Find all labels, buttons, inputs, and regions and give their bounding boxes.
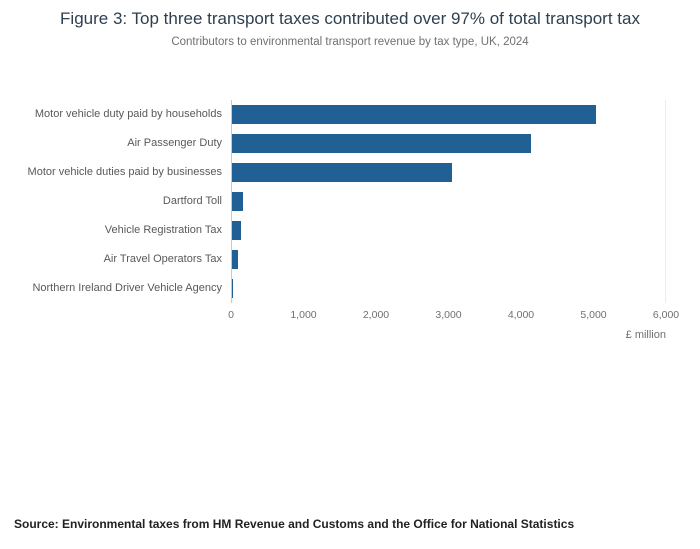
bar [232, 221, 242, 240]
x-axis-title-row: £ million [0, 329, 700, 341]
bar-row: Air Passenger Duty [0, 129, 700, 158]
x-tick-label: 4,000 [507, 309, 535, 321]
x-axis-spacer [0, 307, 231, 323]
bar-track [231, 187, 666, 216]
category-label: Dartford Toll [162, 195, 222, 207]
x-tick-label: 3,000 [435, 309, 462, 321]
x-axis-title-spacer [0, 329, 231, 341]
bar-row: Motor vehicle duty paid by households [0, 100, 700, 129]
x-axis-title: £ million [625, 329, 666, 341]
chart-title: Figure 3: Top three transport taxes cont… [60, 9, 640, 28]
bar-row: Dartford Toll [0, 187, 700, 216]
category-label: Vehicle Registration Tax [104, 224, 222, 236]
bar-track [231, 100, 666, 129]
chart-subtitle: Contributors to environmental transport … [171, 36, 529, 48]
chart-body: Motor vehicle duty paid by households Air… [0, 100, 700, 341]
bar-track [231, 274, 666, 303]
category-label: Air Travel Operators Tax [103, 253, 222, 265]
bar-track [231, 129, 666, 158]
bar-row: Motor vehicle duties paid by businesses [0, 158, 700, 187]
bar [232, 105, 597, 124]
bar-track [231, 216, 666, 245]
plot-rows: Motor vehicle duty paid by households Air… [0, 100, 700, 303]
x-tick-label: 0 [228, 309, 234, 321]
x-tick-label: 1,000 [290, 309, 317, 321]
category-label: Northern Ireland Driver Vehicle Agency [32, 282, 222, 294]
category-label: Air Passenger Duty [127, 137, 222, 149]
bar [232, 250, 238, 269]
bar-row: Northern Ireland Driver Vehicle Agency [0, 274, 700, 303]
bar-row: Vehicle Registration Tax [0, 216, 700, 245]
bar [232, 279, 234, 298]
bar [232, 192, 243, 211]
x-axis: 0 1,000 2,000 3,000 4,000 5,000 6,000 [0, 307, 700, 323]
bar [232, 134, 532, 153]
x-tick-label: 6,000 [652, 309, 680, 321]
category-label: Motor vehicle duties paid by businesses [27, 166, 222, 178]
x-tick-label: 5,000 [580, 309, 607, 321]
bar-track [231, 158, 666, 187]
bar [232, 163, 453, 182]
bar-row: Air Travel Operators Tax [0, 245, 700, 274]
x-tick-label: 2,000 [362, 309, 390, 321]
bar-track [231, 245, 666, 274]
source-note: Source: Environmental taxes from HM Reve… [14, 517, 575, 531]
category-label: Motor vehicle duty paid by households [34, 108, 222, 120]
x-axis-ticks: 0 1,000 2,000 3,000 4,000 5,000 6,000 [228, 307, 679, 323]
